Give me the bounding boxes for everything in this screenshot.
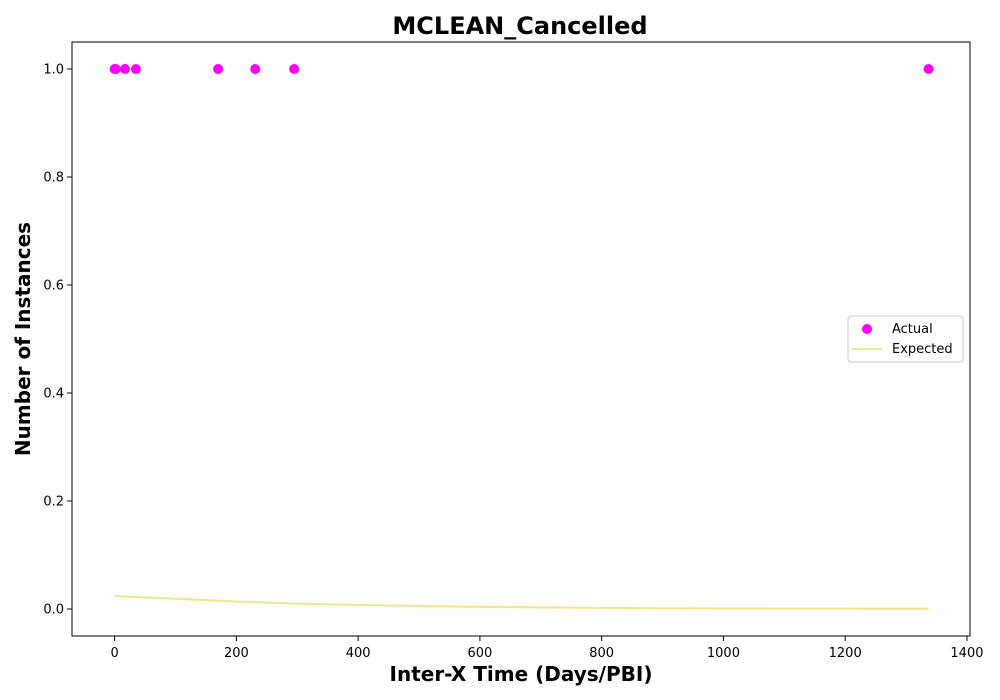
x-axis-label: Inter-X Time (Days/PBI) bbox=[390, 662, 653, 686]
actual-point bbox=[250, 64, 261, 74]
y-tick-label: 1.0 bbox=[43, 63, 64, 78]
actual-series bbox=[109, 64, 934, 74]
x-tick-label: 1000 bbox=[707, 646, 740, 661]
chart-title: MCLEAN_Cancelled bbox=[392, 12, 647, 40]
y-tick-label: 0.0 bbox=[43, 603, 64, 618]
actual-point bbox=[923, 64, 934, 74]
x-tick-label: 0 bbox=[110, 646, 118, 661]
x-tick-label: 1200 bbox=[829, 646, 862, 661]
x-tick-label: 200 bbox=[224, 646, 249, 661]
plot-area bbox=[71, 41, 971, 637]
actual-point bbox=[119, 64, 130, 74]
x-tick-label: 1400 bbox=[950, 646, 983, 661]
legend-actual-label: Actual bbox=[892, 322, 933, 337]
actual-point bbox=[213, 64, 224, 74]
legend-box bbox=[847, 315, 964, 363]
expected-series bbox=[114, 595, 929, 610]
x-tick-label: 400 bbox=[346, 646, 371, 661]
legend-actual-marker bbox=[862, 324, 872, 334]
x-axis-ticks: 0 200 400 600 800 1000 1200 1400 bbox=[110, 636, 984, 661]
y-tick-label: 0.6 bbox=[43, 279, 64, 294]
y-axis-ticks: 0.0 0.2 0.4 0.6 0.8 1.0 bbox=[43, 63, 72, 618]
legend-expected-label: Expected bbox=[892, 342, 953, 357]
actual-point bbox=[110, 64, 121, 74]
x-tick-label: 600 bbox=[467, 646, 492, 661]
legend: Actual Expected bbox=[847, 315, 964, 363]
expected-line bbox=[114, 595, 929, 610]
actual-point bbox=[130, 64, 141, 74]
y-tick-label: 0.4 bbox=[43, 387, 64, 402]
y-axis-label: Number of Instances bbox=[11, 222, 35, 456]
x-tick-label: 800 bbox=[589, 646, 614, 661]
y-tick-label: 0.8 bbox=[43, 171, 64, 186]
y-tick-label: 0.2 bbox=[43, 495, 64, 510]
actual-point bbox=[289, 64, 300, 74]
